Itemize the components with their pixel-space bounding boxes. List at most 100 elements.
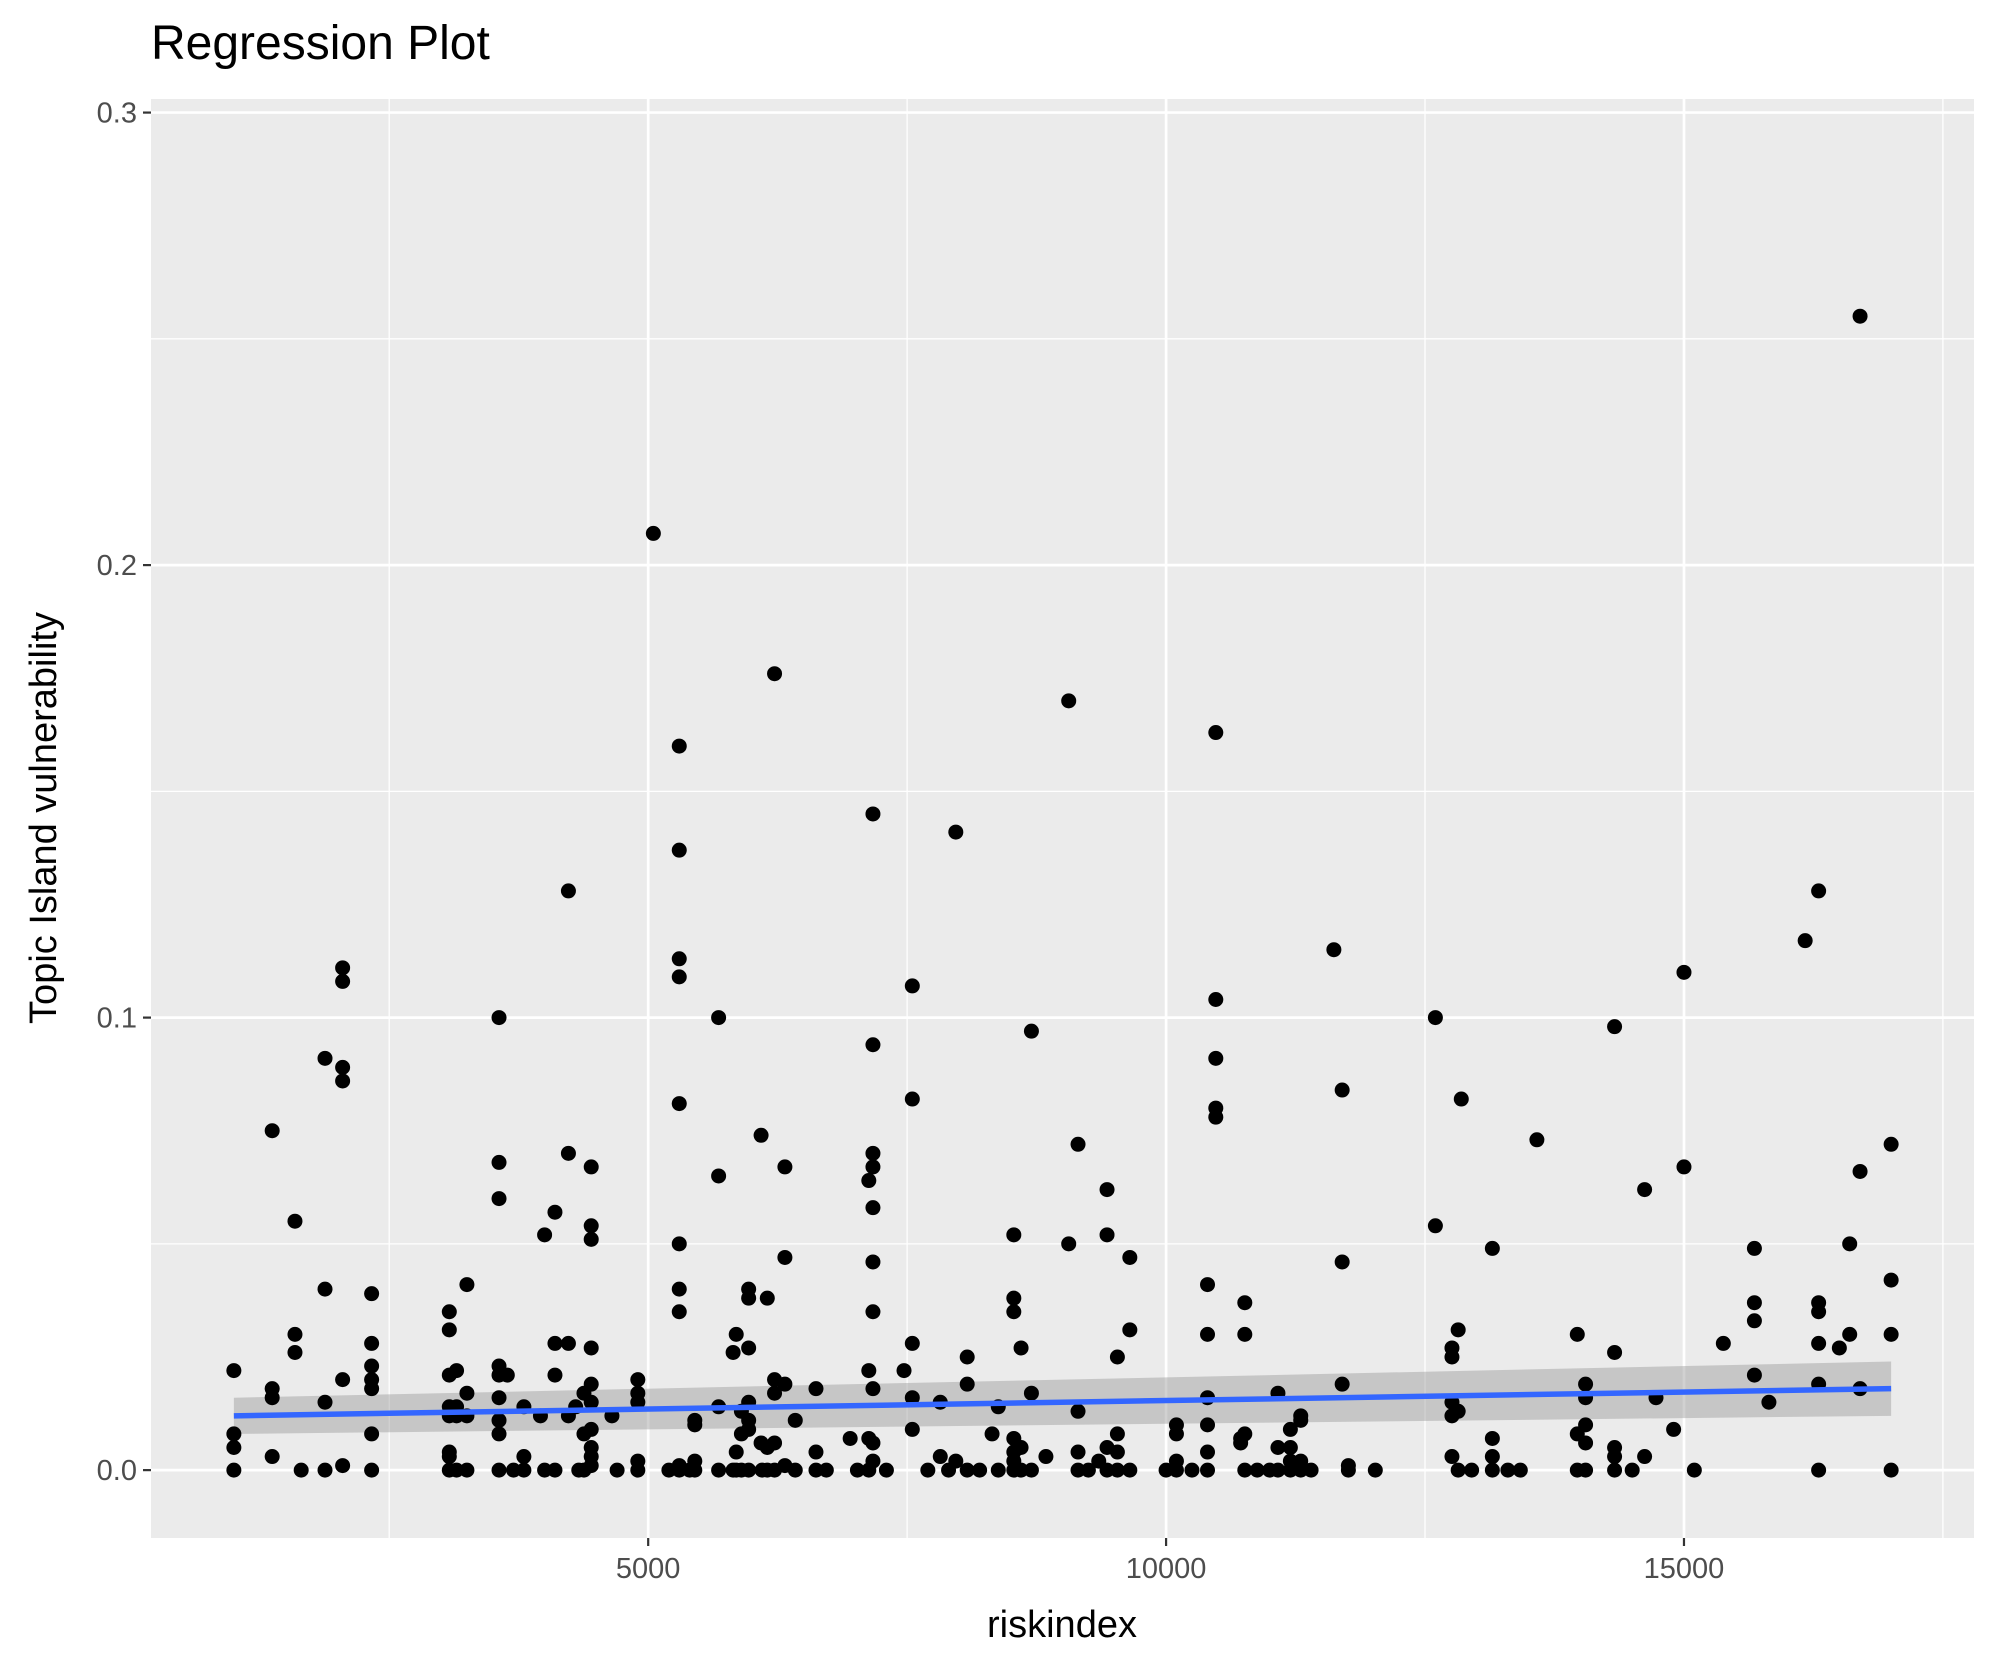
data-point [1168, 1426, 1184, 1442]
data-point [1158, 1462, 1174, 1478]
data-point [1013, 1340, 1029, 1356]
data-point [1450, 1403, 1466, 1419]
data-point [1484, 1430, 1500, 1446]
data-point [1013, 1439, 1029, 1455]
y-axis-title: Topic Island vulnerability [23, 612, 65, 1024]
y-tick-label: 0.2 [97, 550, 137, 582]
data-point [1282, 1439, 1298, 1455]
data-point [728, 1444, 744, 1460]
data-point [1883, 1136, 1899, 1152]
data-point [1715, 1335, 1731, 1351]
data-point [226, 1462, 242, 1478]
data-point [1676, 964, 1692, 980]
data-point [741, 1462, 757, 1478]
data-point [547, 1204, 563, 1220]
data-point [1831, 1340, 1847, 1356]
data-point [865, 1200, 881, 1216]
data-point [441, 1449, 457, 1465]
data-point [1578, 1462, 1594, 1478]
data-point [984, 1426, 1000, 1442]
data-point [1569, 1326, 1585, 1342]
data-point [506, 1462, 522, 1478]
data-point [1023, 1385, 1039, 1401]
confidence-band [233, 1361, 1892, 1434]
data-point [537, 1462, 553, 1478]
y-tick-label: 0.0 [97, 1455, 137, 1487]
data-point [1578, 1417, 1594, 1433]
data-point [1303, 1462, 1319, 1478]
data-point [687, 1417, 703, 1433]
data-point [959, 1376, 975, 1392]
data-point [1484, 1462, 1500, 1478]
data-point [1061, 1236, 1077, 1252]
data-point [671, 842, 687, 858]
data-point [671, 1096, 687, 1112]
data-point [1237, 1426, 1253, 1442]
data-point [583, 1340, 599, 1356]
data-point [335, 1458, 351, 1474]
data-point [671, 1304, 687, 1320]
data-point [1293, 1462, 1309, 1478]
data-point [1293, 1412, 1309, 1428]
data-point [1109, 1426, 1125, 1442]
data-point [1666, 1421, 1682, 1437]
data-point [741, 1290, 757, 1306]
data-point [1023, 1023, 1039, 1039]
data-point [1070, 1136, 1086, 1152]
data-point [1200, 1277, 1216, 1293]
x-tick-label: 5000 [616, 1553, 681, 1585]
data-point [1237, 1295, 1253, 1311]
data-point [364, 1358, 380, 1374]
data-point [1444, 1349, 1460, 1365]
data-point [1070, 1403, 1086, 1419]
data-point [1427, 1010, 1443, 1026]
data-point [287, 1213, 303, 1229]
data-point [287, 1326, 303, 1342]
data-point [630, 1394, 646, 1410]
data-point [1450, 1322, 1466, 1338]
data-point [687, 1462, 703, 1478]
data-point [861, 1173, 877, 1189]
data-point [808, 1381, 824, 1397]
data-point [1208, 992, 1224, 1008]
data-point [1237, 1462, 1253, 1478]
data-point [287, 1344, 303, 1360]
y-tick-label: 0.3 [97, 98, 137, 130]
data-point [865, 1304, 881, 1320]
data-point [583, 1421, 599, 1437]
data-point [1070, 1444, 1086, 1460]
data-point [364, 1335, 380, 1351]
data-point [491, 1191, 507, 1207]
data-point [459, 1385, 475, 1401]
data-point [1529, 1132, 1545, 1148]
plot-panel [151, 99, 1974, 1538]
data-point [583, 1159, 599, 1175]
data-point [777, 1376, 793, 1392]
data-point [948, 824, 964, 840]
data-point [317, 1050, 333, 1066]
data-point [364, 1381, 380, 1397]
data-point [1282, 1462, 1298, 1478]
data-point [753, 1127, 769, 1143]
data-point [948, 1453, 964, 1469]
data-point [1811, 1304, 1827, 1320]
data-point [1080, 1462, 1096, 1478]
data-point [1099, 1182, 1115, 1198]
data-point [865, 1254, 881, 1270]
data-point [741, 1421, 757, 1437]
data-point [671, 1462, 687, 1478]
data-point [1122, 1322, 1138, 1338]
data-point [264, 1123, 280, 1139]
data-point [1282, 1421, 1298, 1437]
data-point [1070, 1462, 1086, 1478]
data-point [293, 1462, 309, 1478]
data-point [1038, 1449, 1054, 1465]
data-point [364, 1462, 380, 1478]
data-point [808, 1444, 824, 1460]
data-point [1578, 1435, 1594, 1451]
data-point [711, 1168, 727, 1184]
data-point [861, 1363, 877, 1379]
data-point [711, 1010, 727, 1026]
data-point [1746, 1313, 1762, 1329]
data-point [842, 1430, 858, 1446]
